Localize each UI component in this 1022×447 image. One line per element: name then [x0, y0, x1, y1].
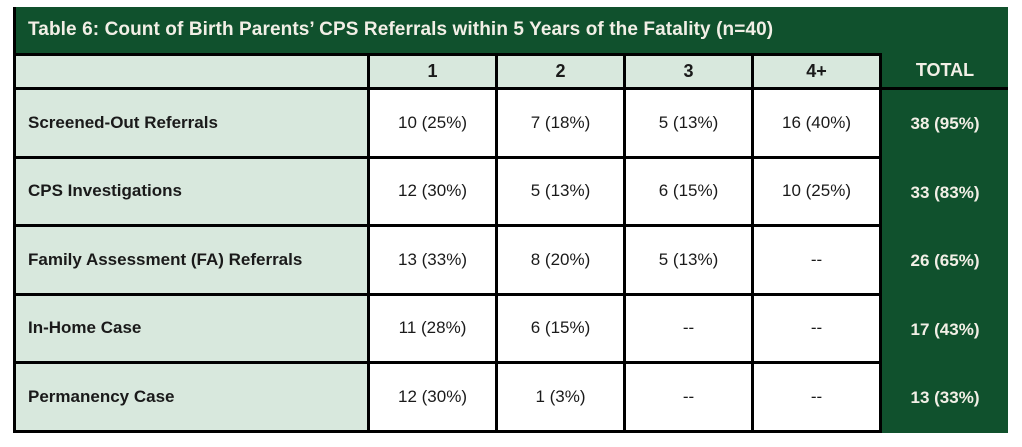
total-cell: 13 (33%): [882, 364, 1008, 433]
data-cell: 6 (15%): [626, 158, 754, 227]
data-cell: 11 (28%): [370, 295, 498, 364]
data-cell: --: [754, 295, 882, 364]
total-cell: 17 (43%): [882, 295, 1008, 364]
total-cell: 33 (83%): [882, 158, 1008, 227]
data-cell: 1 (3%): [498, 364, 626, 433]
row-label: Family Assessment (FA) Referrals: [13, 227, 370, 296]
table-title: Table 6: Count of Birth Parents’ CPS Ref…: [13, 7, 1008, 53]
data-cell: 12 (30%): [370, 364, 498, 433]
row-label: Screened-Out Referrals: [13, 90, 370, 159]
data-cell: --: [754, 364, 882, 433]
column-header-empty: [13, 53, 370, 90]
row-label: Permanency Case: [13, 364, 370, 433]
row-label: In-Home Case: [13, 295, 370, 364]
referrals-table: Table 6: Count of Birth Parents’ CPS Ref…: [13, 7, 1008, 433]
total-cell: 38 (95%): [882, 90, 1008, 159]
data-cell: 7 (18%): [498, 90, 626, 159]
data-cell: --: [626, 295, 754, 364]
column-header-4plus: 4+: [754, 53, 882, 90]
data-cell: 5 (13%): [498, 158, 626, 227]
data-cell: 8 (20%): [498, 227, 626, 296]
total-cell: 26 (65%): [882, 227, 1008, 296]
data-cell: 10 (25%): [370, 90, 498, 159]
column-header-1: 1: [370, 53, 498, 90]
data-cell: 16 (40%): [754, 90, 882, 159]
data-cell: 12 (30%): [370, 158, 498, 227]
data-cell: 13 (33%): [370, 227, 498, 296]
data-cell: 5 (13%): [626, 90, 754, 159]
data-cell: --: [626, 364, 754, 433]
data-cell: 5 (13%): [626, 227, 754, 296]
column-header-2: 2: [498, 53, 626, 90]
data-cell: --: [754, 227, 882, 296]
column-header-3: 3: [626, 53, 754, 90]
data-cell: 6 (15%): [498, 295, 626, 364]
data-cell: 10 (25%): [754, 158, 882, 227]
column-header-total: TOTAL: [882, 53, 1008, 90]
row-label: CPS Investigations: [13, 158, 370, 227]
